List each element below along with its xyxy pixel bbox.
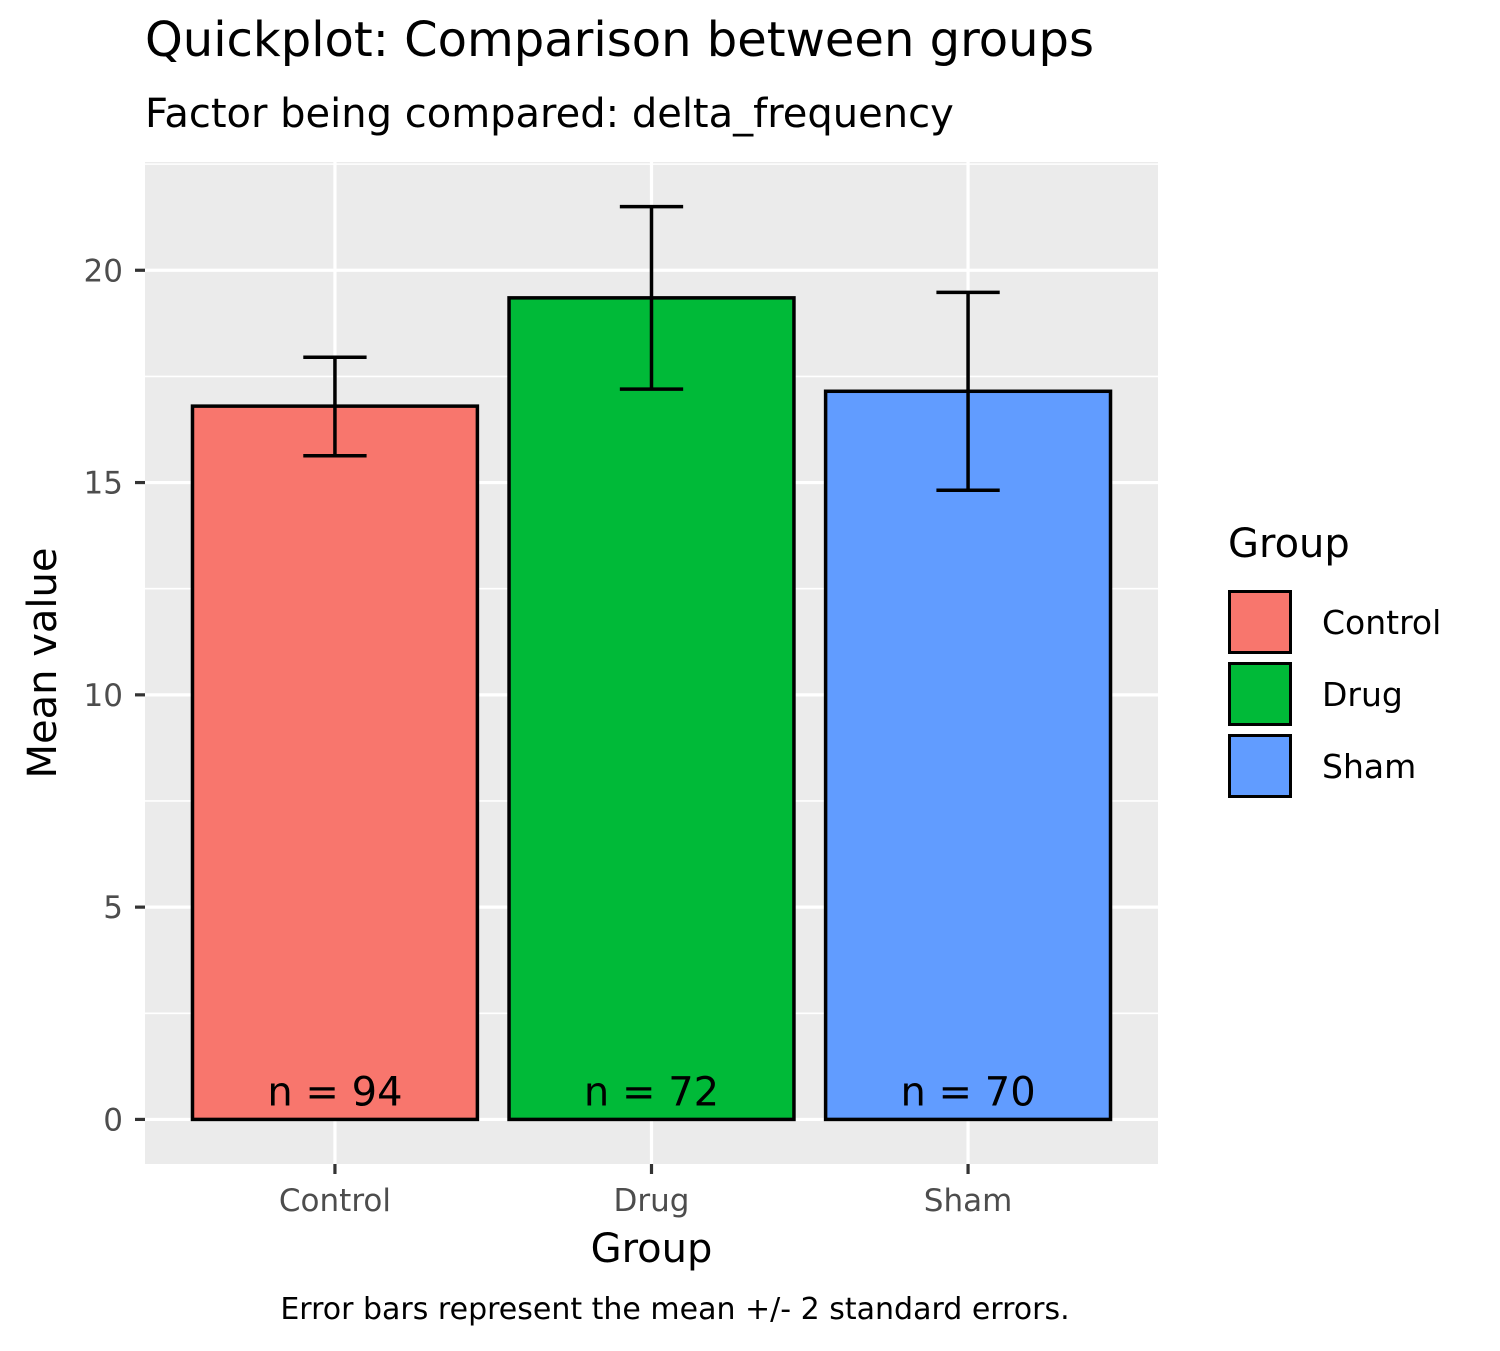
- x-tick-label-sham: Sham: [924, 1183, 1013, 1219]
- chart-caption: Error bars represent the mean +/- 2 stan…: [280, 1292, 1070, 1327]
- legend-item-drug: Drug: [1228, 658, 1441, 730]
- y-tick-label: 5: [103, 890, 123, 926]
- bar-drug: [507, 296, 796, 1122]
- legend-item-sham: Sham: [1228, 730, 1441, 802]
- n-label-control: n = 94: [267, 1069, 402, 1115]
- legend: Group Control Drug Sham: [1228, 524, 1441, 802]
- y-tick-label: 15: [84, 466, 123, 502]
- legend-swatch-control: [1228, 590, 1292, 654]
- n-label-drug: n = 72: [584, 1069, 719, 1115]
- chart-subtitle: Factor being compared: delta_frequency: [145, 91, 954, 137]
- legend-swatch-sham: [1228, 734, 1292, 798]
- legend-swatch-drug: [1228, 662, 1292, 726]
- y-axis-title: Mean value: [20, 548, 66, 779]
- chart-title: Quickplot: Comparison between groups: [145, 12, 1095, 68]
- legend-title: Group: [1228, 521, 1350, 567]
- legend-item-control: Control: [1228, 586, 1441, 658]
- x-axis-title: Group: [591, 1226, 713, 1272]
- x-tick-label-control: Control: [279, 1183, 391, 1219]
- y-tick-label: 10: [84, 678, 123, 714]
- n-label-sham: n = 70: [900, 1069, 1035, 1115]
- bar-sham: [823, 389, 1113, 1122]
- legend-label-drug: Drug: [1322, 674, 1403, 714]
- x-tick-label-drug: Drug: [614, 1183, 690, 1219]
- legend-label-control: Control: [1322, 602, 1442, 642]
- y-tick-label: 0: [103, 1102, 123, 1138]
- bar-control: [190, 404, 480, 1122]
- y-tick-label: 20: [84, 253, 123, 289]
- legend-label-sham: Sham: [1322, 746, 1417, 786]
